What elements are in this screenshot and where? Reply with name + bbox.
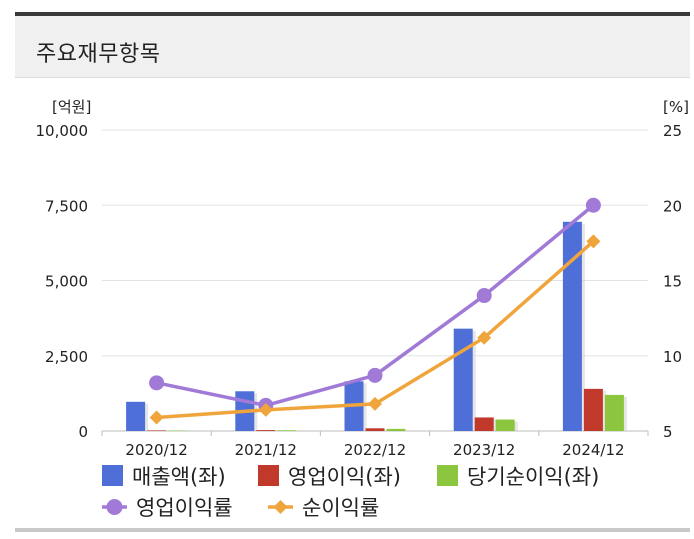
left-tick-label: 5,000	[45, 273, 88, 291]
bar-operating-profit	[147, 430, 167, 431]
right-tick-label: 10	[663, 348, 682, 366]
right-tick-label: 15	[663, 273, 682, 291]
bar-operating-profit	[365, 428, 385, 431]
x-tick-label: 2024/12	[562, 441, 624, 459]
bar-net-income	[386, 428, 406, 431]
right-tick-label: 25	[663, 122, 682, 140]
bar-revenue	[453, 328, 473, 431]
panel-header: 주요재무항목	[15, 16, 690, 78]
bar-net-income	[604, 394, 624, 431]
bar-operating-profit	[474, 417, 494, 431]
point-operating-margin	[585, 197, 601, 213]
left-tick-label: 2,500	[45, 348, 88, 366]
financial-panel: 주요재무항목	[15, 12, 690, 532]
right-tick-label: 5	[663, 423, 673, 441]
point-net-margin	[258, 402, 273, 417]
right-tick-label: 20	[663, 197, 682, 215]
panel-title: 주요재무항목	[36, 42, 161, 67]
bar-operating-profit	[583, 388, 603, 431]
legend-marker	[273, 500, 288, 514]
left-axis-unit: [억원]	[52, 98, 91, 116]
left-tick-label: 7,500	[45, 197, 88, 215]
bar-net-income	[168, 430, 188, 432]
bar-net-income	[277, 430, 297, 431]
legend-swatch	[102, 465, 123, 486]
x-tick-label: 2022/12	[344, 441, 406, 459]
legend-label: 순이익률	[302, 496, 379, 520]
left-tick-label: 0	[78, 423, 88, 441]
bar-revenue	[126, 401, 146, 431]
x-tick-label: 2023/12	[453, 441, 515, 459]
point-net-margin	[149, 410, 164, 425]
legend-swatch	[258, 465, 279, 486]
legend-label: 매출액(좌)	[132, 465, 226, 489]
legend-marker	[106, 499, 123, 515]
left-tick-label: 10,000	[36, 122, 89, 140]
bar-net-income	[495, 419, 515, 431]
bar-operating-profit	[256, 430, 276, 431]
right-axis-unit: [%]	[663, 98, 689, 116]
point-operating-margin	[149, 375, 165, 391]
point-net-margin	[477, 330, 492, 345]
legend-label: 영업이익(좌)	[288, 465, 401, 489]
x-tick-label: 2021/12	[235, 441, 297, 459]
legend-swatch	[437, 465, 458, 486]
line-net-margin	[156, 240, 595, 420]
legend-label: 당기순이익(좌)	[467, 465, 599, 489]
point-operating-margin	[367, 367, 383, 383]
point-net-margin	[368, 396, 382, 411]
bar-revenue	[562, 221, 582, 431]
legend-label: 영업이익률	[136, 496, 233, 520]
point-net-margin	[586, 234, 601, 249]
point-operating-margin	[476, 288, 492, 304]
x-tick-label: 2020/12	[125, 441, 187, 459]
